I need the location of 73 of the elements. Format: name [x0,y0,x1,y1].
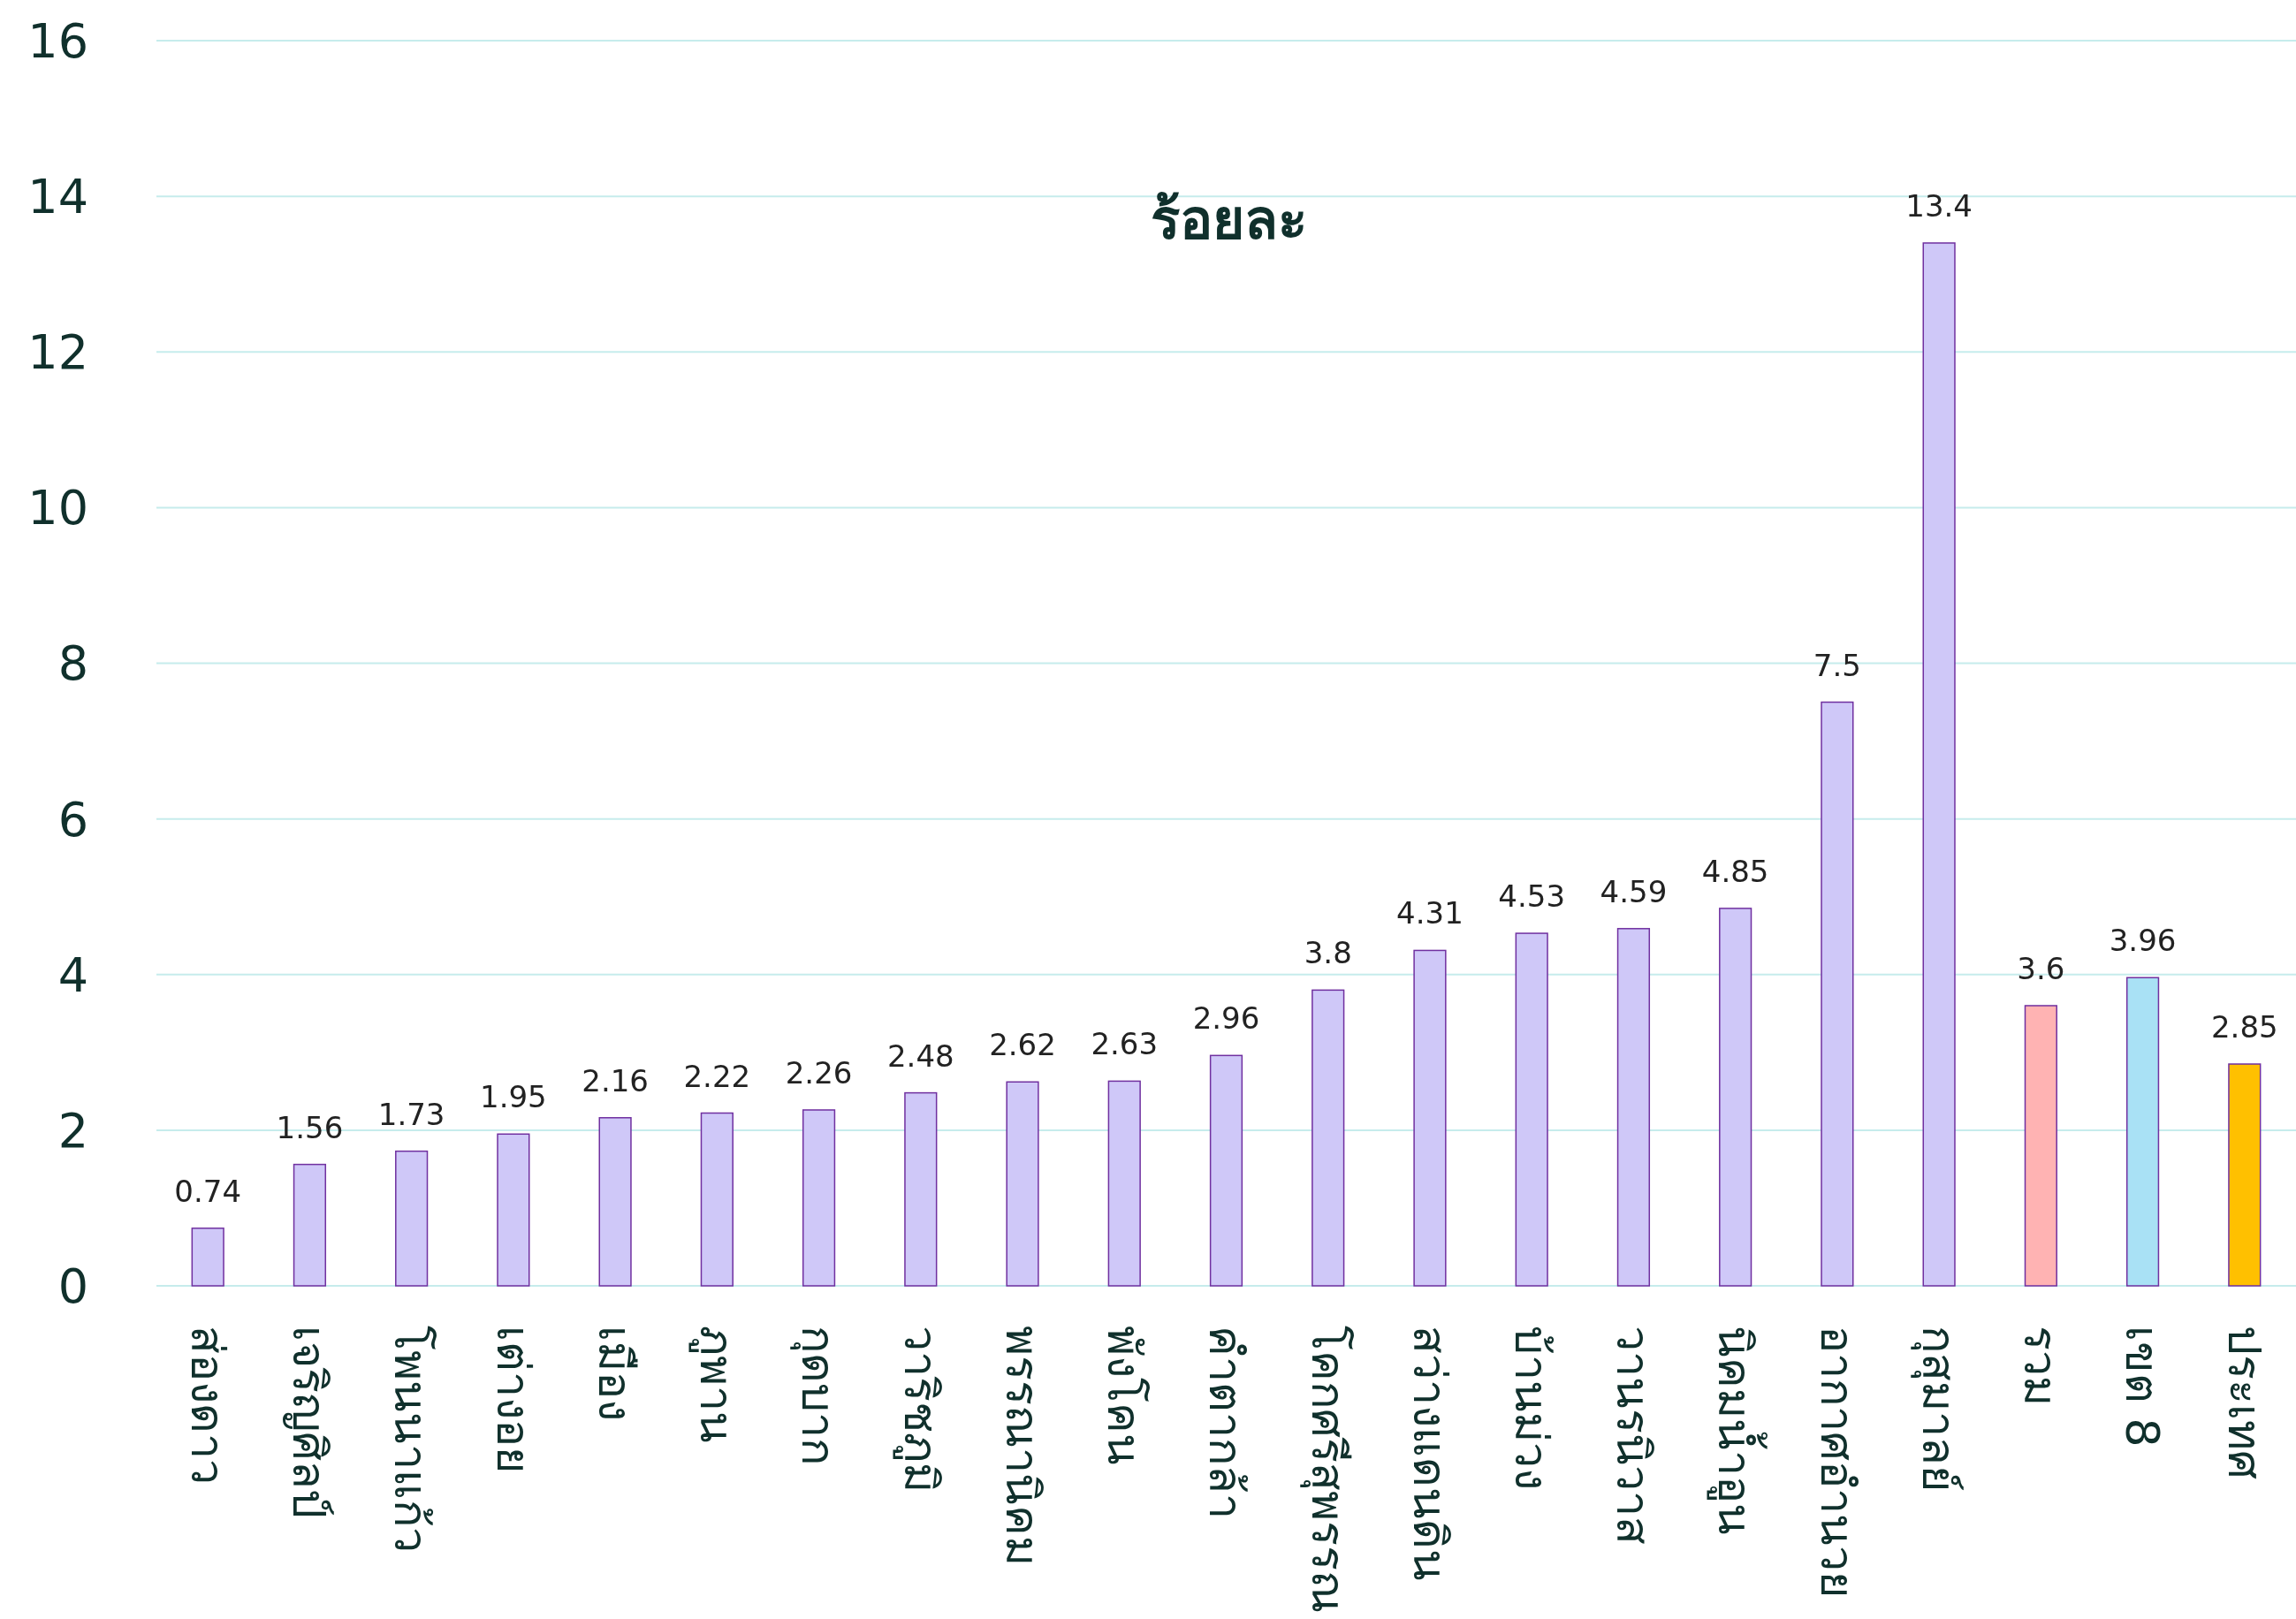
y-tick-label: 4 [57,946,88,1003]
bar [700,1112,734,1287]
x-tick-label: อากาศอำนวย [1810,1326,1864,1598]
bar [598,1117,632,1287]
data-label: 2.85 [2210,1009,2278,1045]
data-label: 2.26 [785,1054,853,1091]
x-tick-label: ภูพาน [688,1326,744,1443]
x-tick-label: ส่องดาว [180,1326,234,1485]
bar [802,1109,836,1287]
x-tick-label: นิคมน้ำอูน [1707,1326,1768,1535]
bar [2228,1063,2262,1287]
data-label: 3.8 [1304,935,1352,971]
bar [1209,1054,1243,1287]
data-label: 7.5 [1813,647,1861,683]
data-label: 4.85 [1701,853,1769,889]
x-tick-label: กุสุมาลย์ [1910,1326,1965,1492]
data-label: 4.31 [1396,895,1464,931]
y-tick-label: 14 [27,169,88,225]
x-tick-label: คำตากล้า [1199,1326,1253,1519]
data-label: 3.6 [2017,950,2065,986]
data-label: 3.96 [2109,923,2177,959]
bar [2024,1005,2057,1287]
bar [1719,908,1752,1287]
data-label: 1.56 [276,1109,344,1145]
y-tick-label: 12 [27,324,88,381]
bar [1821,701,1854,1287]
data-label: 0.74 [174,1173,242,1209]
data-label: 2.16 [582,1062,649,1098]
x-tick-label: เต่างอย [486,1326,540,1473]
x-tick-label: พังโคน [1098,1326,1152,1465]
bar [1616,928,1651,1287]
data-label: 2.22 [683,1058,751,1094]
x-tick-label: โพนนาแก้ว [384,1326,438,1553]
y-tick-label: 2 [57,1102,88,1159]
x-tick-label: ประเทศ [2217,1326,2271,1479]
bar [293,1163,327,1287]
data-label: 1.95 [480,1079,547,1115]
data-label: 2.62 [989,1027,1056,1063]
x-tick-label: วานรนิวาส [1607,1326,1661,1545]
bar [1006,1081,1039,1287]
bar [2125,977,2160,1287]
y-tick-label: 6 [57,791,88,848]
x-tick-label: โคกศรีสุพรรณ [1299,1326,1355,1613]
x-tick-label: เจริญศิลป์ [283,1326,337,1518]
x-tick-label: วาริชภูมิ [892,1326,947,1493]
text: ร้อยละ [1150,187,1307,252]
bar [497,1133,530,1287]
bar [395,1150,429,1287]
data-label: 4.59 [1600,873,1668,909]
bar [1922,242,1956,1287]
bar [904,1091,938,1287]
y-tick-label: 10 [27,480,88,536]
x-tick-label: กุดบาก [790,1326,846,1465]
bar [1413,949,1447,1287]
x-tick-label: เมือง [588,1326,642,1421]
data-label: 4.53 [1498,878,1566,915]
bar [1107,1080,1141,1287]
y-tick-label: 16 [27,12,88,69]
y-tick-label: 0 [57,1258,88,1314]
data-label: 2.63 [1091,1026,1159,1062]
data-label: 13.4 [1905,187,1973,224]
x-tick-label: รวม [2014,1326,2068,1406]
bar [1515,932,1548,1287]
data-label: 2.48 [886,1038,954,1074]
x-tick-label: พรรณานิคม [995,1326,1049,1566]
x-tick-label: สว่างแดนดิน [1403,1326,1456,1581]
data-label: 2.96 [1192,1000,1260,1037]
y-tick-label: 8 [57,635,88,692]
bar [1311,989,1345,1287]
x-tick-label: บ้านม่วง [1504,1326,1558,1490]
data-label: 1.73 [377,1096,445,1132]
x-tick-label: เขต 8 [2116,1326,2170,1448]
bar [191,1228,224,1287]
